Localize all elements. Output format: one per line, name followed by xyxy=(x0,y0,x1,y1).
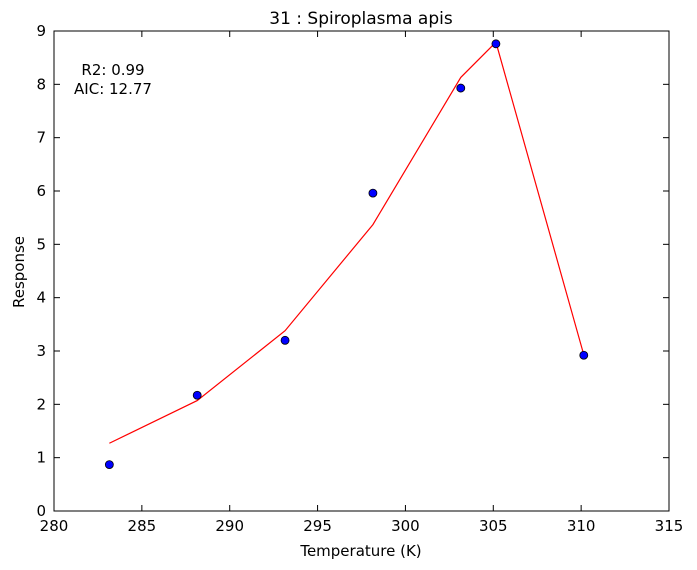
data-point xyxy=(491,39,501,49)
y-tick-label: 8 xyxy=(36,75,46,93)
x-tick-label: 315 xyxy=(655,517,684,535)
y-tick-label: 4 xyxy=(36,289,46,307)
y-tick-label: 7 xyxy=(36,129,46,147)
data-point xyxy=(579,350,589,360)
y-tick-label: 2 xyxy=(36,395,46,413)
data-point xyxy=(368,188,378,198)
y-tick-label: 0 xyxy=(36,502,46,520)
aic-annotation: AIC: 12.77 xyxy=(74,80,152,98)
plot-frame xyxy=(53,30,670,512)
fit-line xyxy=(109,41,585,444)
data-point xyxy=(456,83,466,93)
y-tick-label: 9 xyxy=(36,22,46,40)
y-tick-label: 3 xyxy=(36,342,46,360)
data-points-group xyxy=(104,39,589,470)
x-tick-label: 300 xyxy=(391,517,420,535)
data-point xyxy=(104,460,114,470)
chart-title: 31 : Spiroplasma apis xyxy=(269,9,453,29)
fit-line-group xyxy=(109,41,585,444)
x-tick-label: 285 xyxy=(128,517,157,535)
axis-ticks: 280 285 290 295 300 305 310 315 0 1 2 3 4 5 6 7 8 9 xyxy=(36,22,683,535)
x-tick-label: 290 xyxy=(215,517,244,535)
y-tick-label: 6 xyxy=(36,182,46,200)
y-axis-label: Response xyxy=(10,236,28,308)
r2-annotation: R2: 0.99 xyxy=(81,61,144,79)
y-tick-label: 1 xyxy=(36,449,46,467)
data-point xyxy=(280,335,290,345)
x-tick-label: 280 xyxy=(40,517,69,535)
y-tick-label: 5 xyxy=(36,235,46,253)
data-point xyxy=(192,390,202,400)
x-tick-label: 295 xyxy=(303,517,332,535)
x-tick-label: 310 xyxy=(567,517,596,535)
x-axis-label: Temperature (K) xyxy=(299,542,421,560)
x-tick-label: 305 xyxy=(479,517,508,535)
